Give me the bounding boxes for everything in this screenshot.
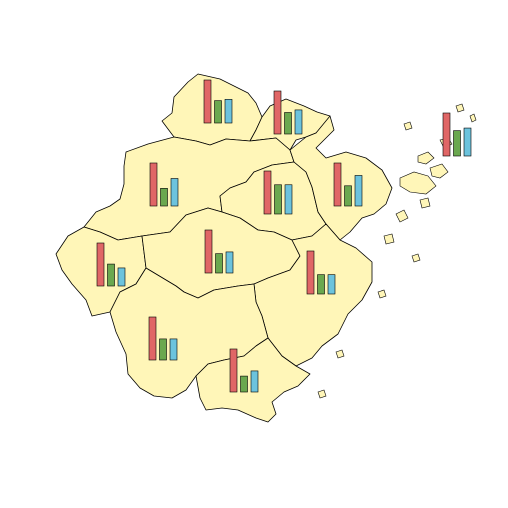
bar-wenzhou-3 — [250, 370, 259, 393]
island-small-j — [469, 113, 477, 123]
region-huzhou — [161, 73, 263, 146]
island-small-f — [335, 349, 345, 359]
island-daishan — [417, 151, 435, 165]
bar-shaoxing-3 — [284, 184, 293, 215]
regions-layer — [55, 73, 393, 423]
bar-ningbo-2 — [344, 185, 352, 207]
bar-wenzhou-2 — [240, 375, 248, 393]
bar-jinhua-1 — [204, 229, 213, 274]
bar-zhoushan-3 — [463, 127, 472, 157]
island-small-e — [377, 289, 387, 299]
bar-shaoxing-1 — [263, 170, 272, 215]
bar-ningbo-3 — [354, 175, 363, 207]
bar-taizhou-3 — [327, 274, 336, 295]
bar-hangzhou-1 — [149, 162, 158, 207]
bar-jinhua-2 — [215, 253, 223, 274]
island-small-d — [383, 233, 395, 245]
island-small-b — [455, 103, 465, 113]
bar-huzhou-3 — [224, 99, 233, 124]
bar-taizhou-2 — [317, 274, 325, 295]
bar-shaoxing-2 — [274, 184, 282, 215]
bar-quzhou-2 — [107, 263, 115, 287]
bar-jiaxing-3 — [294, 109, 303, 135]
island-small-i — [419, 197, 431, 209]
bar-quzhou-3 — [117, 267, 126, 287]
bar-ningbo-1 — [333, 162, 342, 207]
island-zhoushan-main — [399, 171, 437, 195]
bars-layer — [96, 79, 472, 393]
bar-wenzhou-1 — [229, 348, 238, 393]
bar-huzhou-2 — [214, 100, 222, 124]
bar-lishui-3 — [169, 338, 178, 361]
island-small-g — [317, 389, 327, 399]
bar-jinhua-3 — [225, 251, 234, 274]
bar-zhoushan-2 — [453, 130, 461, 157]
bar-jiaxing-1 — [273, 90, 282, 135]
island-zhoushan-east — [429, 163, 449, 179]
bar-hangzhou-2 — [160, 188, 168, 207]
bar-lishui-2 — [159, 338, 167, 361]
island-small-a — [403, 121, 413, 131]
bar-zhoushan-1 — [442, 112, 451, 157]
island-small-c — [395, 209, 409, 223]
region-taizhou — [253, 223, 373, 367]
island-small-h — [411, 253, 421, 263]
bar-hangzhou-3 — [170, 178, 179, 207]
bar-taizhou-1 — [306, 250, 315, 295]
bar-jiaxing-2 — [284, 112, 292, 135]
bar-quzhou-1 — [96, 242, 105, 287]
bar-huzhou-1 — [203, 79, 212, 124]
bar-lishui-1 — [148, 316, 157, 361]
